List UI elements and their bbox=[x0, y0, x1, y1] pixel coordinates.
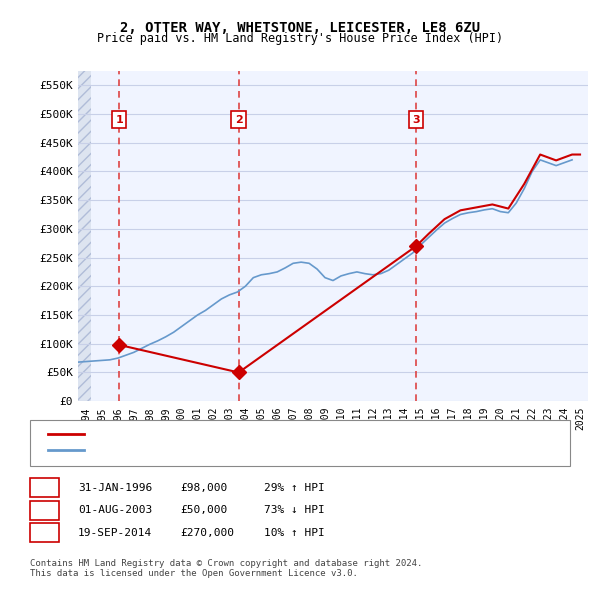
Text: 3: 3 bbox=[412, 114, 420, 124]
Text: Contains HM Land Registry data © Crown copyright and database right 2024.
This d: Contains HM Land Registry data © Crown c… bbox=[30, 559, 422, 578]
Text: 3: 3 bbox=[41, 528, 48, 537]
Text: £270,000: £270,000 bbox=[180, 528, 234, 537]
Text: 29% ↑ HPI: 29% ↑ HPI bbox=[264, 483, 325, 493]
Text: 1: 1 bbox=[41, 483, 48, 493]
Text: HPI: Average price, detached house, Blaby: HPI: Average price, detached house, Blab… bbox=[90, 445, 346, 455]
Text: 2: 2 bbox=[41, 506, 48, 515]
Text: £50,000: £50,000 bbox=[180, 506, 227, 515]
Text: 31-JAN-1996: 31-JAN-1996 bbox=[78, 483, 152, 493]
Text: 2: 2 bbox=[235, 114, 242, 124]
Text: 1: 1 bbox=[115, 114, 123, 124]
Text: 2, OTTER WAY, WHETSTONE, LEICESTER, LE8 6ZU: 2, OTTER WAY, WHETSTONE, LEICESTER, LE8 … bbox=[120, 21, 480, 35]
Text: Price paid vs. HM Land Registry's House Price Index (HPI): Price paid vs. HM Land Registry's House … bbox=[97, 32, 503, 45]
Text: 10% ↑ HPI: 10% ↑ HPI bbox=[264, 528, 325, 537]
Text: 01-AUG-2003: 01-AUG-2003 bbox=[78, 506, 152, 515]
Text: 73% ↓ HPI: 73% ↓ HPI bbox=[264, 506, 325, 515]
Bar bbox=[78, 71, 91, 401]
Text: 19-SEP-2014: 19-SEP-2014 bbox=[78, 528, 152, 537]
Text: 2, OTTER WAY, WHETSTONE, LEICESTER, LE8 6ZU (detached house): 2, OTTER WAY, WHETSTONE, LEICESTER, LE8 … bbox=[90, 430, 465, 439]
Text: £98,000: £98,000 bbox=[180, 483, 227, 493]
